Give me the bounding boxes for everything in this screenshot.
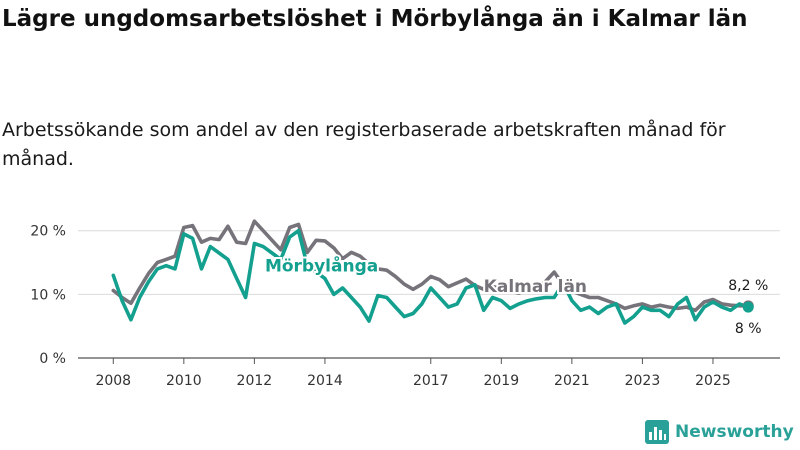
x-tick-label-5: 2019 (483, 373, 519, 389)
end-label-morbylanga: 8 % (735, 321, 762, 337)
y-tick-label-2: 20 % (30, 224, 66, 240)
chart-subtitle: Arbetssökande som andel av den registerb… (2, 119, 726, 170)
x-tick-label-6: 2021 (554, 373, 590, 389)
series-line-morbylanga (111, 228, 751, 325)
x-tick-label-4: 2017 (413, 373, 449, 389)
end-label-kalmar-lan: 8,2 % (728, 278, 768, 294)
y-tick-label-0: 0 % (39, 351, 66, 367)
line-chart: 0 % 10 % 20 % 2008 2010 2012 2014 2017 2019 2021 2… (30, 219, 780, 389)
series-label-kalmar-lan: Kalmar län (484, 277, 587, 297)
newsworthy-logo: Newsworthy (645, 420, 794, 444)
y-tick-label-1: 10 % (30, 287, 66, 303)
x-tick-label-0: 2008 (95, 373, 131, 389)
series-label-morbylanga: Mörbylånga (265, 254, 378, 276)
series-line-kalmar-lan (111, 219, 751, 313)
x-tick-label-3: 2014 (307, 373, 343, 389)
end-marker-morbylanga (742, 301, 754, 313)
x-tick-label-7: 2023 (625, 373, 661, 389)
x-tick-label-2: 2012 (237, 373, 273, 389)
x-tick-label-8: 2025 (695, 373, 731, 389)
brand-name: Newsworthy (675, 422, 794, 442)
x-tick-label-1: 2010 (166, 373, 202, 389)
bar-chart-icon (645, 420, 669, 444)
chart-title: Lägre ungdomsarbetslöshet i Mörbylånga ä… (2, 6, 748, 32)
